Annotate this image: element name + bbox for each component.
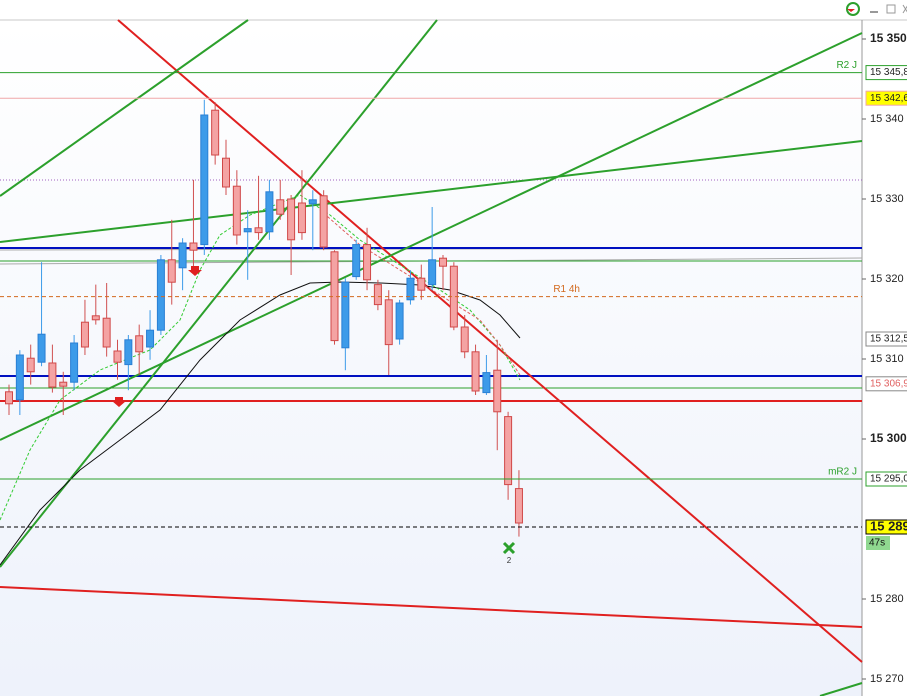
signal-cross (502, 541, 516, 555)
plot-area (0, 20, 862, 696)
price-tag (865, 376, 907, 392)
maximize-icon[interactable] (886, 4, 896, 14)
candle-body (406, 277, 415, 301)
level-name: R1 4h (553, 284, 580, 295)
candle-body (135, 335, 144, 353)
price-tag (865, 331, 907, 347)
price-tag-label: 15 345,8 (870, 67, 907, 78)
candle-body (15, 354, 24, 401)
trend-line (0, 32, 863, 441)
y-tick-label: 15 280 (870, 593, 904, 605)
candle-body (124, 339, 133, 366)
candle-body (319, 195, 328, 248)
candle-body (156, 259, 165, 331)
timer: 47s (869, 538, 885, 549)
candle-body (200, 114, 209, 246)
candle-body (211, 109, 220, 156)
price-tag (865, 90, 907, 106)
y-tick-label: 15 310 (870, 353, 904, 365)
candle-body (308, 199, 317, 205)
candle-body (460, 326, 469, 353)
candle-body (395, 302, 404, 340)
trend-line (819, 682, 863, 696)
candle-body (37, 333, 46, 363)
y-tick-label: 15 350 (870, 31, 907, 45)
price-tag-label: 15 342,6 (870, 93, 907, 104)
trend-line (0, 19, 438, 568)
candle-body (428, 259, 437, 286)
candle-body (70, 342, 79, 383)
candle-body (178, 242, 187, 269)
candle-body (265, 191, 274, 233)
price-tag (865, 65, 907, 81)
candle-body (254, 227, 263, 234)
candle-body (232, 185, 241, 236)
candle-body (417, 277, 426, 291)
candle-body (102, 317, 111, 348)
candle-body (222, 157, 230, 188)
drawings (0, 19, 863, 696)
candle-body (167, 259, 176, 283)
candle-body (352, 244, 361, 278)
candle-body (80, 321, 89, 348)
trend-line (0, 19, 249, 197)
candle-body (48, 362, 57, 388)
candle-body (471, 351, 480, 392)
candle-body (297, 202, 306, 234)
minimize-icon[interactable] (870, 11, 878, 13)
candle-body (189, 242, 198, 251)
price-tag-label: 15 289 (870, 518, 907, 533)
level-name: mR2 J (828, 467, 857, 478)
signals: 2 (112, 266, 516, 565)
candle-body (113, 350, 122, 363)
signal-count: 2 (507, 556, 512, 565)
candle-body (384, 299, 393, 346)
moving-average (319, 209, 521, 376)
candle-body (26, 357, 35, 373)
levels: R2 J R1 4h mR2 J (0, 60, 862, 528)
candle-body (439, 257, 447, 267)
candle-body (482, 372, 491, 394)
candle-body (341, 281, 350, 349)
y-tick-label: 15 340 (870, 113, 904, 125)
level-name: R2 J (836, 60, 857, 71)
price-tag (865, 519, 907, 535)
trend-line (0, 140, 863, 243)
candle-body (287, 198, 296, 241)
candle-body (363, 244, 372, 281)
toolbar (0, 0, 907, 20)
candle-body (276, 199, 285, 215)
candle-body (91, 315, 100, 321)
toolbar-icons (846, 2, 907, 16)
sell-arrow (188, 266, 202, 276)
close-icon[interactable] (902, 4, 907, 14)
y-tick-label: 15 300 (870, 431, 907, 445)
refresh-arrow (847, 9, 855, 12)
sell-arrow (112, 397, 126, 407)
candle-body (514, 488, 523, 524)
price-tag-label: 15 312,5 (870, 334, 907, 345)
price-tag-label: 15 306,9 (870, 378, 907, 389)
candle-body (5, 391, 13, 405)
candle-body (146, 329, 155, 348)
candle-body (493, 369, 502, 413)
y-tick-label: 15 270 (870, 673, 904, 685)
candle-body (59, 381, 68, 387)
price-tag (865, 471, 907, 487)
trend-line (0, 586, 863, 628)
candle-body (373, 284, 382, 306)
candle-body (504, 416, 513, 486)
trend-line (117, 19, 863, 663)
price-tag-label: 15 295,0 (870, 474, 907, 485)
y-axis: 15 350 15 340 15 330 15 320 15 310 15 300 15 2… (862, 31, 907, 685)
moving-average (0, 281, 521, 566)
y-tick-label: 15 320 (870, 273, 904, 285)
candle-body (243, 228, 252, 233)
timer-tag (866, 536, 890, 550)
y-tick-label: 15 330 (870, 193, 904, 205)
